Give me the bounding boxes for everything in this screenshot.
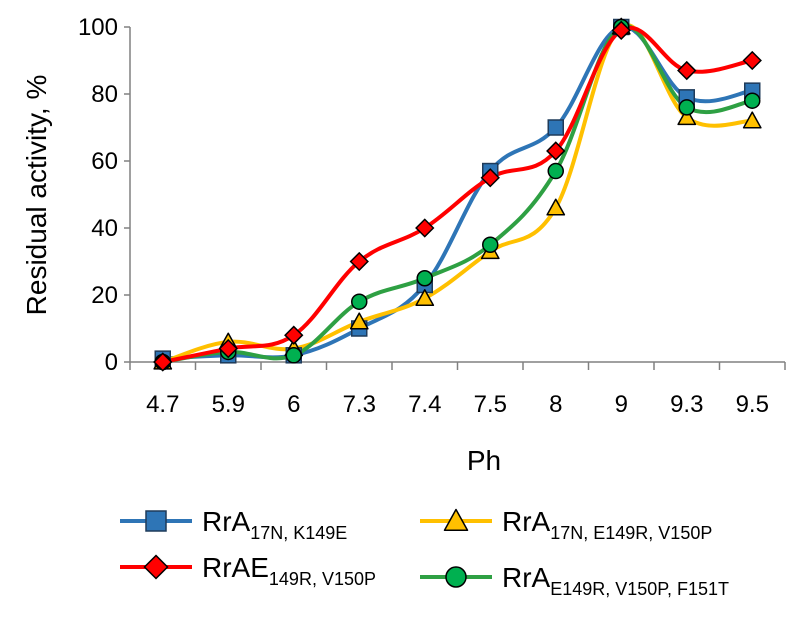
x-tick-label: 9	[615, 391, 628, 418]
series-3-point	[416, 270, 433, 287]
y-tick-label: 40	[91, 215, 118, 242]
x-tick-label: 9.5	[736, 391, 769, 418]
series-3-point	[744, 92, 761, 109]
legend-label-sub: 17N, E149R, V150P	[550, 523, 712, 543]
legend-label: RrAE149R, V150P	[202, 552, 376, 589]
y-tick-label: 60	[91, 148, 118, 175]
legend-label-sub: E149R, V150P, F151T	[550, 579, 729, 599]
series-2-point	[677, 60, 697, 81]
legend-label-main: RrA	[502, 562, 551, 593]
series-2-point	[415, 218, 435, 238]
legend-label-sub: 149R, V150P	[269, 569, 376, 589]
legend-item-1: RrA17N, E149R, V150P	[420, 506, 712, 543]
legend-item-0: RrA17N, K149E	[120, 506, 347, 543]
series-2-point	[546, 141, 566, 161]
series-3-point	[482, 236, 499, 253]
series-2-point	[349, 251, 369, 272]
y-tick-label: 20	[91, 282, 118, 309]
x-tick-label: 9.3	[670, 391, 703, 418]
y-tick-label: 100	[78, 14, 118, 41]
series-1-point	[349, 312, 369, 330]
legend-label-main: RrA	[502, 506, 551, 537]
series-line-3	[160, 23, 755, 364]
x-tick-label: 6	[287, 391, 300, 418]
legend-item-3: RrAE149R, V150P, F151T	[420, 562, 729, 599]
x-tick-label: 7.4	[408, 391, 441, 418]
legend-marker	[143, 554, 169, 580]
legend-label: RrA17N, E149R, V150P	[502, 506, 712, 543]
legend-label-main: RrAE	[202, 552, 269, 583]
series-1-point	[415, 288, 435, 306]
series-2-point	[480, 168, 500, 188]
series-3-point	[351, 293, 368, 310]
legend-marker	[445, 566, 467, 588]
x-axis-title: Ph	[467, 445, 501, 476]
series-2-point	[153, 352, 173, 372]
legend-label: RrAE149R, V150P, F151T	[502, 562, 729, 599]
x-tick-label: 7.3	[343, 391, 376, 418]
series-2-point	[742, 50, 762, 71]
y-tick-label: 80	[91, 81, 118, 108]
legend: RrA17N, K149E RrA17N, E149R, V150PRrAE149…	[120, 506, 729, 599]
legend-marker	[443, 508, 469, 531]
series-line-2	[160, 25, 755, 364]
legend-label-sub: 17N, K149E	[250, 523, 347, 543]
series-2-point	[611, 20, 631, 41]
series-3-point	[678, 99, 695, 116]
x-tick-label: 8	[549, 391, 562, 418]
x-tick-label: 4.7	[146, 391, 179, 418]
x-tick-label: 7.5	[474, 391, 507, 418]
legend-label: RrA17N, K149E	[202, 506, 347, 543]
legend-item-2: RrAE149R, V150P	[120, 552, 376, 589]
series-2-point	[284, 325, 304, 345]
series-1-point	[546, 198, 566, 216]
axes: 0 20 40 60 80 100 4.7 5.9 6 7.3 7.4 7.5 8 9 9.3 9.5	[78, 14, 786, 418]
x-tick-label: 5.9	[212, 391, 245, 418]
series-1-point	[677, 108, 697, 126]
legend-label-main: RrA	[202, 506, 251, 537]
series-1-point	[742, 111, 762, 129]
legend-marker	[145, 510, 167, 532]
y-tick-label: 0	[105, 349, 118, 376]
series-lines	[160, 23, 755, 364]
series-0-point	[547, 119, 564, 136]
series-3-point	[285, 347, 302, 364]
series-3-point	[547, 162, 564, 180]
series-2-point	[218, 338, 238, 359]
y-axis-title: Residual activity, %	[21, 75, 52, 316]
series-markers	[153, 17, 762, 372]
